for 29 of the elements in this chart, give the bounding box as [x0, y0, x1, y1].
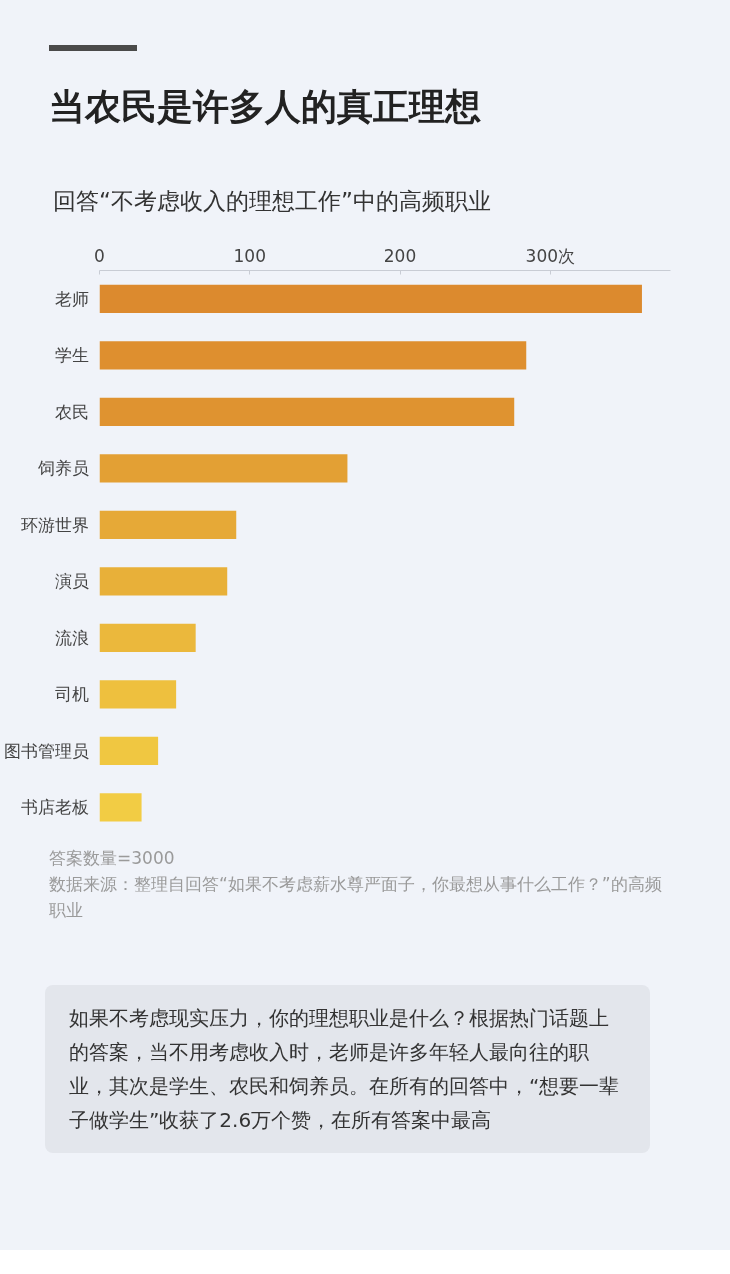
chart-subtitle: 回答“不考虑收入的理想工作”中的高频职业: [53, 187, 491, 216]
y-tick-label: 书店老板: [20, 797, 89, 818]
y-tick-label: 环游世界: [20, 514, 89, 535]
y-tick-label: 农民: [54, 401, 89, 422]
text: 如果不考虑现实压力，你的理想职业是什么？根据热门话题上的答案，当不用考虑收入时，老师是许多年轻人最向往的职业，其次是学生、农民和饲养员。在所有的回答中，“想要一辈子做学生”收获了2.6万个赞，在所有答案中最高: [45, 985, 650, 1153]
bar: [99, 736, 159, 765]
bar: [99, 397, 515, 426]
x-tick-label: 300次: [525, 245, 576, 266]
x-tick-label: 100: [233, 245, 266, 266]
x-tick-label: 200: [383, 245, 417, 266]
bar: [99, 454, 348, 483]
bar: [99, 623, 196, 652]
bar: [99, 510, 237, 539]
text: 答案数量=3000: [49, 847, 176, 870]
bar: [99, 567, 228, 596]
x-tick-label: 0: [94, 245, 105, 266]
y-tick-label: 老师: [54, 288, 89, 309]
source-note: 数据来源：整理自回答“如果不考虑薪水尊严面子，你最想从事什么工作？”的高频职业: [49, 873, 663, 922]
y-tick-label: 饲养员: [36, 458, 89, 479]
y-tick-label: 图书管理员: [3, 740, 89, 761]
y-tick-label: 演员: [54, 571, 89, 592]
y-tick-label: 司机: [54, 684, 89, 705]
bar: [99, 680, 177, 709]
bar: [99, 793, 142, 822]
bar: [99, 284, 642, 313]
chart-title: 当农民是许多人的真正理想: [49, 85, 481, 129]
y-tick-label: 学生: [54, 345, 89, 366]
y-tick-label: 流浪: [54, 627, 89, 648]
bar: [99, 341, 527, 370]
